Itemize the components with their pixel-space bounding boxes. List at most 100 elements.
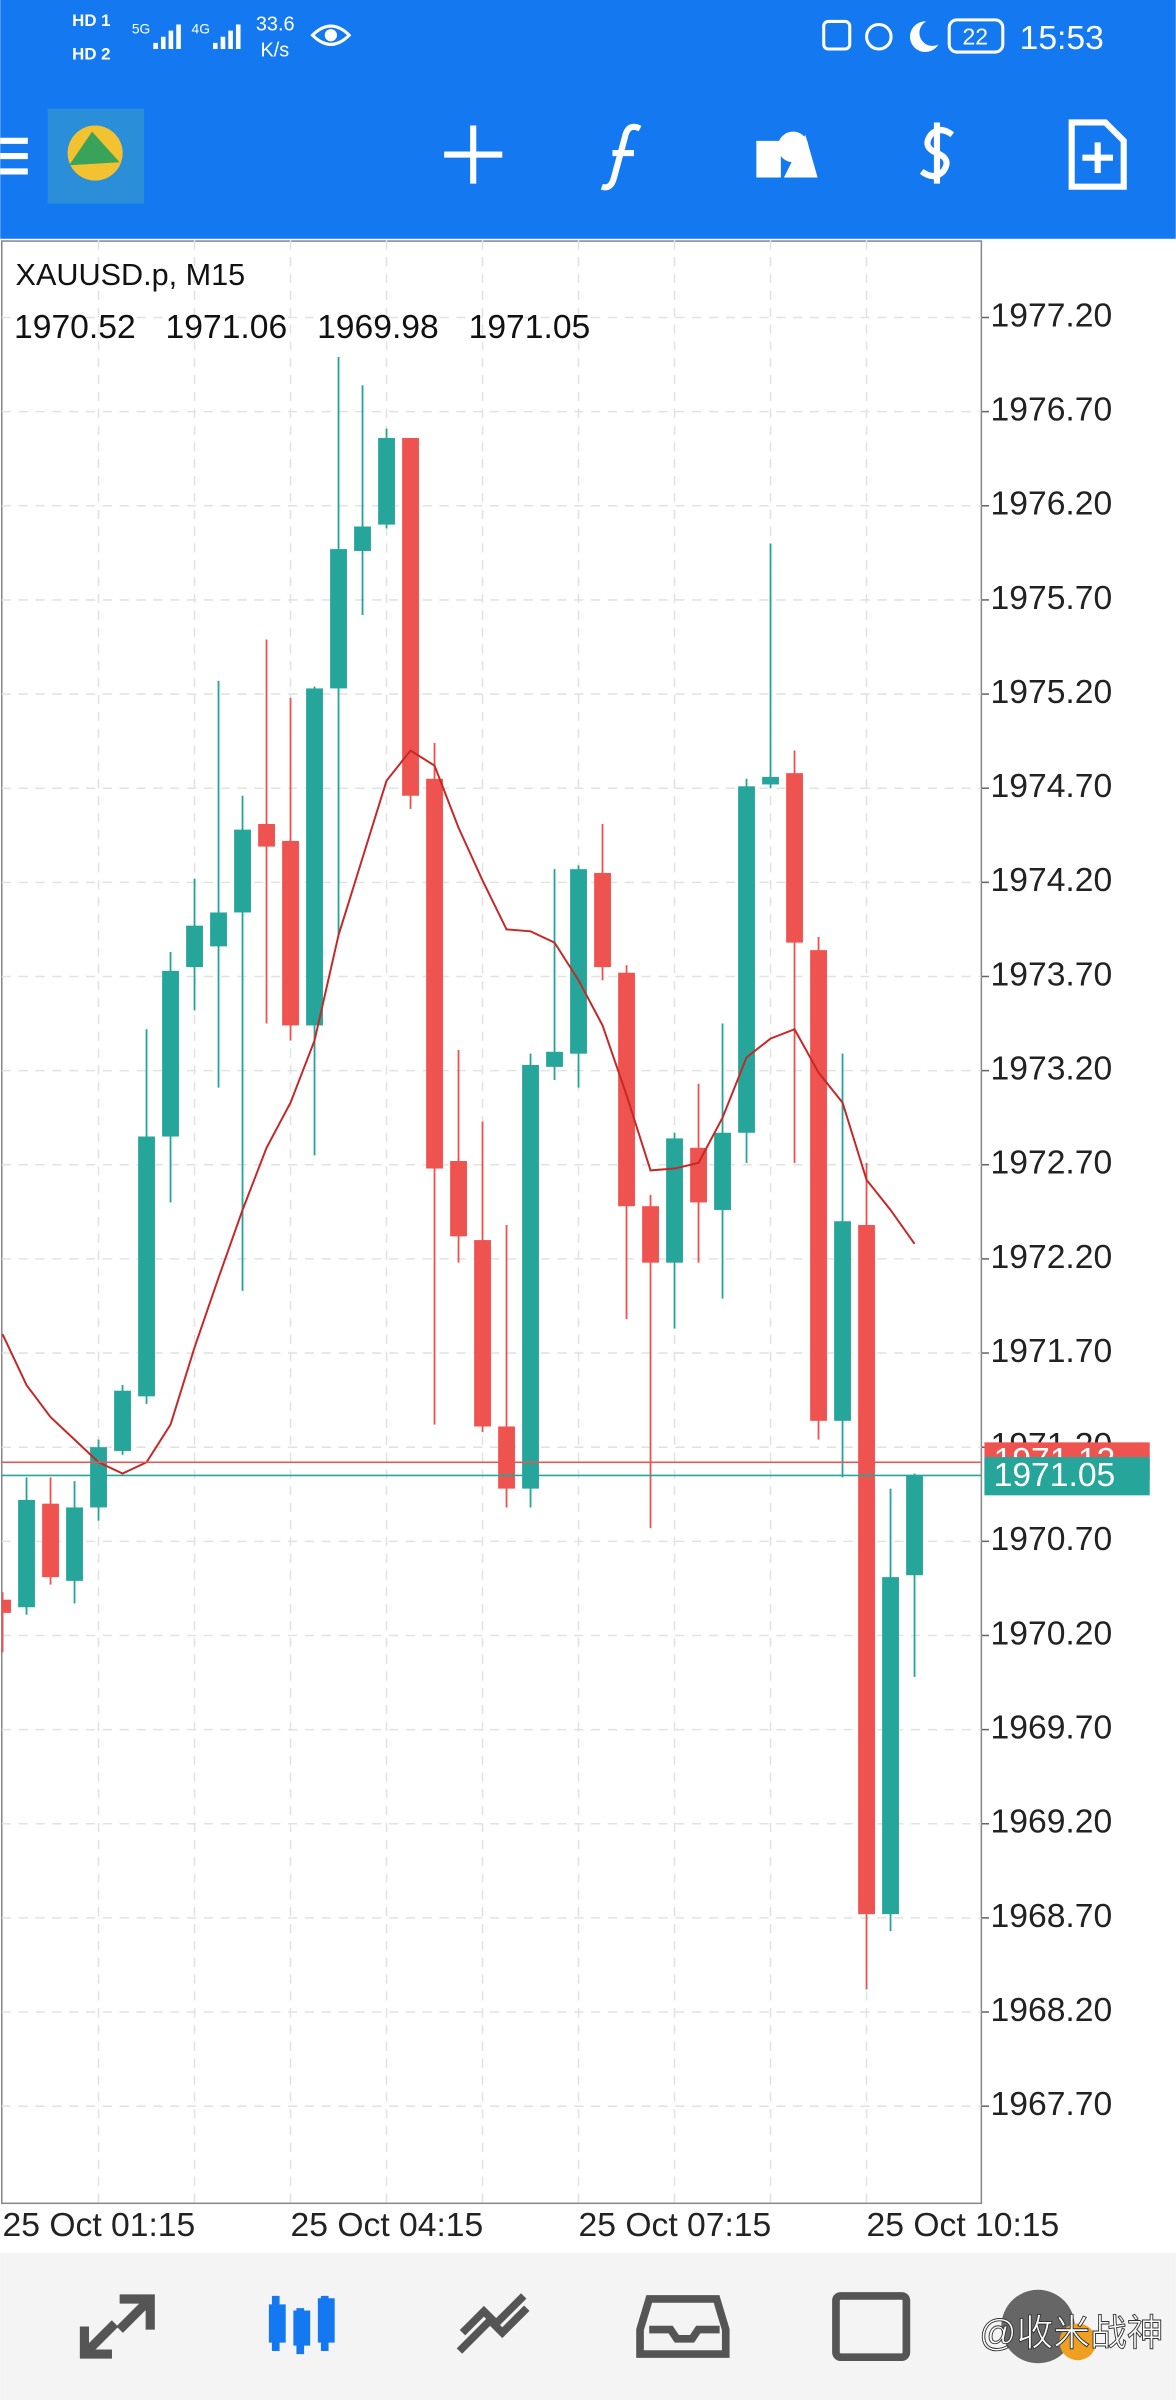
y-tick-label: 1969.70 [991,1710,1113,1747]
candle-body [234,829,251,913]
nfc-icon [822,19,852,51]
crosshair-button[interactable] [444,125,503,184]
candle-body [714,1132,731,1210]
signal-icon [153,24,181,49]
candle-body [834,1221,851,1421]
candle-body [18,1499,35,1608]
bottom-nav-icons: @收米战神 [79,2289,1164,2364]
candle-body [426,778,443,1169]
ohlc-close: 1971.05 [469,309,591,346]
candle-body [786,773,803,943]
candle-body [114,1390,131,1451]
news-tab[interactable] [832,2292,911,2361]
candle-body [282,840,299,1026]
eye-icon [310,24,352,46]
y-tick-label: 1971.70 [991,1333,1113,1370]
settings-tab[interactable] [1001,2289,1075,2364]
menu-button[interactable] [0,137,28,175]
moving-average [1,749,916,1475]
x-tick-label: 25 Oct 10:15 [867,2207,1060,2244]
y-tick-label: 1972.70 [991,1145,1113,1182]
chart-tab[interactable] [268,2295,335,2355]
ohlc-low: 1969.98 [317,309,439,346]
candle-body [594,872,611,968]
bid-label-box [984,1457,1150,1496]
symbol-title: XAUUSD.p, M15 [16,258,246,292]
eye-icon [324,29,337,42]
candle-body [738,786,755,1133]
candle-body [402,438,419,796]
candle-body [162,970,179,1137]
candle-body [1,1599,11,1613]
x-tick-label: 25 Oct 04:15 [291,2207,484,2244]
candle-body [474,1240,491,1427]
candle-body [42,1503,59,1578]
y-tick-label: 1974.70 [991,768,1113,805]
candles [1,357,982,1990]
candle-body [618,972,635,1207]
new-order-button [1082,142,1113,173]
y-tick-label: 1975.20 [991,674,1113,711]
y-tick-label: 1976.70 [991,392,1113,429]
candle-body [450,1161,467,1237]
candle-body [882,1577,899,1915]
new-order-button[interactable] [1068,119,1127,190]
candle-body [642,1206,659,1263]
candle-body [762,776,779,785]
candle-body [378,438,395,525]
candle-body [330,549,347,689]
candle-body [210,912,227,947]
sim-label: HD 2 [72,45,110,64]
candle-body [522,1064,539,1489]
history-tab[interactable] [636,2295,730,2358]
y-tick-label: 1969.20 [991,1804,1113,1841]
status-bar: HD 1 HD 2 5G 4G 33.6 K/s 22 15:53 [72,11,1104,64]
y-tick-label: 1975.70 [991,580,1113,617]
x-tick-label: 25 Oct 07:15 [579,2207,772,2244]
candle-body [906,1475,923,1576]
y-tick-label: 1968.20 [991,1992,1113,2029]
candle-body [546,1051,563,1067]
y-tick-label: 1970.70 [991,1521,1113,1558]
candle-body [690,1147,707,1203]
objects-button [777,131,809,163]
candle-body [570,869,587,1054]
y-tick-label: 1973.70 [991,956,1113,993]
network-label: 5G [132,22,150,37]
ohlc-high: 1971.06 [166,309,288,346]
signal-icon [213,24,241,49]
watermark: @收米战神 [979,2312,1163,2353]
price-axis: 1977.20 1976.70 1976.20 1975.70 1975.20 1974.… [3,297,1150,2244]
bottom-nav [0,2253,1176,2400]
quotes-tab[interactable] [79,2294,155,2359]
network-label: 4G [192,22,210,37]
sim-label: HD 1 [72,11,110,30]
y-tick-label: 1973.20 [991,1051,1113,1088]
indicator-button[interactable] [600,123,642,191]
candle-body [186,925,203,968]
alarm-icon [865,22,893,51]
app-icon [69,131,120,166]
y-tick-label: 1977.20 [991,297,1113,334]
trade-button[interactable] [919,122,955,184]
avatar-badge [1059,2323,1097,2361]
moon-icon [909,21,939,53]
candle-body [306,688,323,1026]
speed-unit: K/s [260,40,289,62]
y-tick-label: 1970.20 [991,1615,1113,1652]
toolbar [0,108,1127,204]
candle-body [66,1507,83,1581]
battery-icon [947,18,1005,54]
app-header [0,0,1176,239]
y-tick-label: 1968.70 [991,1898,1113,1935]
clock: 15:53 [1020,20,1104,57]
y-tick-label: 1967.70 [991,2086,1113,2123]
y-tick-label: 1976.20 [991,486,1113,523]
candle-body [354,526,371,551]
y-tick-label: 1974.20 [991,862,1113,899]
x-tick-label: 25 Oct 01:15 [3,2207,196,2244]
trade-tab[interactable] [456,2293,530,2354]
speed-value: 33.6 [256,14,295,36]
